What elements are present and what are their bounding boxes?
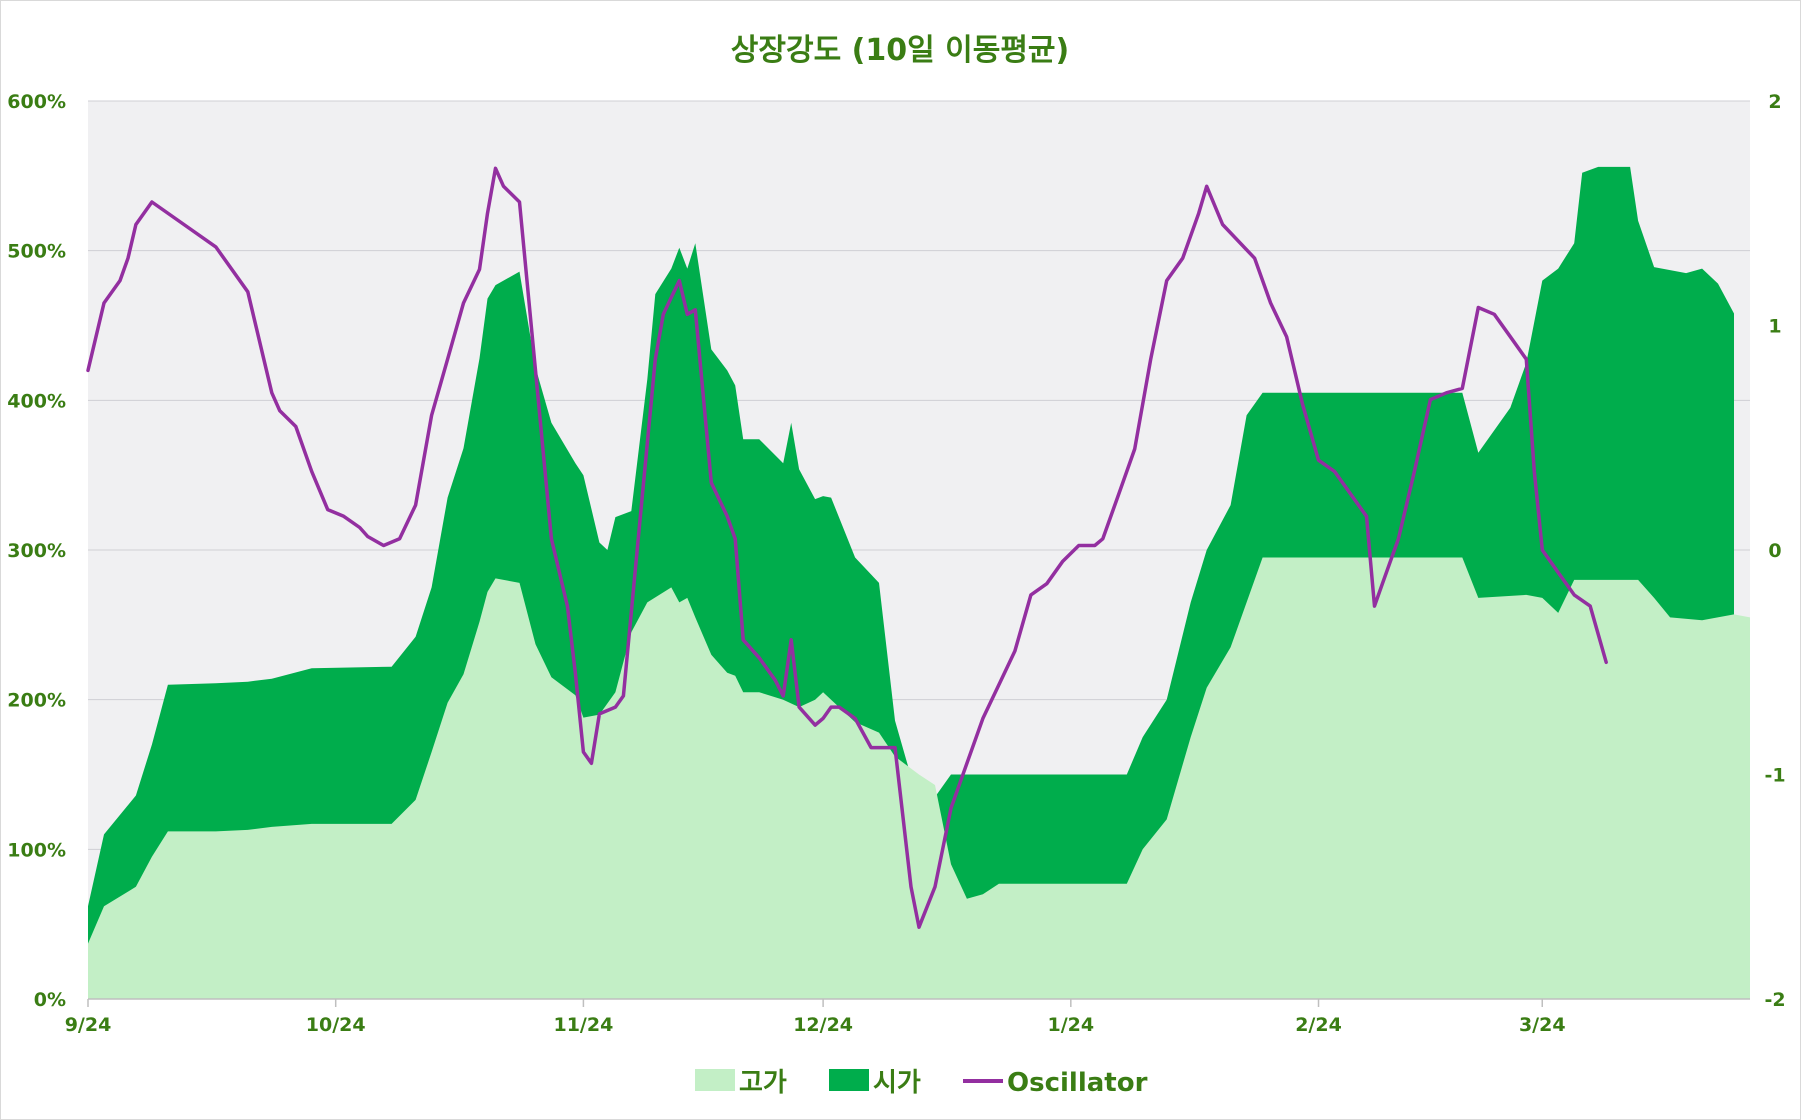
legend-label: 시가 <box>873 1068 921 1098</box>
area-series <box>88 166 1750 999</box>
y-right-tick-label: 2 <box>1768 91 1781 113</box>
y-left-tick-label: 100% <box>7 839 66 861</box>
x-tick-label: 10/24 <box>306 1014 366 1036</box>
y-left-tick-label: 0% <box>34 989 66 1011</box>
y-left-tick-label: 400% <box>7 390 66 412</box>
x-tick-label: 9/24 <box>65 1014 112 1036</box>
y-right-tick-label: -2 <box>1764 989 1785 1011</box>
x-tick-label: 11/24 <box>553 1014 613 1036</box>
x-tick-label: 3/24 <box>1519 1014 1566 1036</box>
legend-label: 고가 <box>739 1068 787 1098</box>
chart-title: 상장강도 (10일 이동평균) <box>731 33 1069 68</box>
y-left-tick-label: 300% <box>7 540 66 562</box>
oscillator-line <box>86 166 1608 929</box>
y-left-tick-label: 600% <box>7 91 66 113</box>
legend-label: Oscillator <box>1007 1068 1148 1098</box>
legend: 고가 시가 Oscillator <box>695 1068 1148 1098</box>
y-right-tick-label: 1 <box>1768 316 1781 338</box>
y-right-tick-label: 0 <box>1768 540 1781 562</box>
legend-swatch <box>829 1069 869 1091</box>
area-high <box>88 557 1750 999</box>
y-left-tick-label: 200% <box>7 690 66 712</box>
x-tick-label: 12/24 <box>793 1014 853 1036</box>
y-left-tick-label: 500% <box>7 241 66 263</box>
legend-swatch <box>695 1069 735 1091</box>
x-tick-label: 1/24 <box>1048 1014 1095 1036</box>
y-right-tick-label: -1 <box>1764 765 1785 787</box>
x-tick-label: 2/24 <box>1295 1014 1342 1036</box>
axes: 0% 100% 200% 300% 400% 500% 600% -2 -1 0 1 2 9/24 10/… <box>7 91 1785 1036</box>
line-series <box>86 166 1608 929</box>
